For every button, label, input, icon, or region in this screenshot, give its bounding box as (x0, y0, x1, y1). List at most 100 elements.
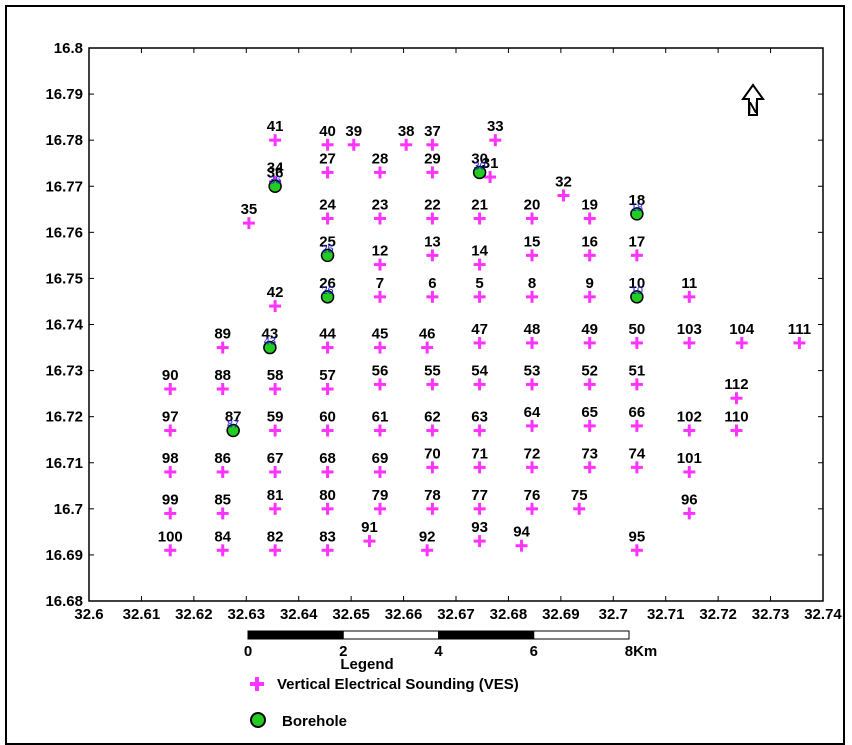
ves-label: 68 (319, 450, 336, 467)
y-tick-label: 16.78 (45, 132, 83, 149)
ves-plus-v (221, 465, 225, 478)
borehole-circle (630, 207, 644, 221)
ves-label: 31 (482, 155, 499, 172)
ves-point: 80 (319, 487, 336, 515)
ves-label: 50 (629, 321, 646, 338)
ves-plus-v (588, 419, 592, 432)
borehole-sub-label: 43 (264, 336, 276, 348)
ves-plus-v (635, 336, 639, 349)
ves-point: 6 (426, 275, 439, 303)
borehole-label: 10 (629, 275, 646, 292)
ves-plus-v (378, 465, 382, 478)
borehole-circle (263, 340, 277, 355)
ves-label: 6 (428, 275, 436, 292)
ves-label: 39 (345, 123, 362, 140)
ves-label: 15 (524, 233, 541, 250)
x-tick-label: 32.68 (490, 606, 528, 623)
ves-plus-v (168, 383, 172, 396)
ves-point: 24 (319, 197, 337, 225)
borehole-circle (320, 248, 335, 263)
ves-point: 27 (319, 150, 336, 179)
ves-plus-v (326, 465, 330, 478)
ves-point: 58 (267, 367, 283, 396)
y-tick-label: 16.73 (45, 363, 83, 380)
ves-point: 59 (267, 408, 283, 437)
ves-point: 104 (729, 321, 755, 349)
ves-label: 54 (471, 362, 488, 379)
ves-point: 14 (471, 243, 489, 271)
ves-label: 72 (524, 445, 541, 462)
ves-label: 40 (319, 123, 336, 140)
ves-point: 111 (788, 321, 811, 349)
ves-label: 112 (724, 376, 748, 393)
ves-plus-v (221, 341, 225, 354)
ves-label: 45 (372, 326, 389, 343)
ves-label: 62 (424, 408, 441, 425)
ves-point: 66 (629, 404, 645, 432)
ves-plus-v (168, 544, 172, 557)
ves-point: 112 (724, 376, 749, 405)
ves-point: 67 (267, 450, 283, 478)
ves-point: 49 (581, 321, 598, 349)
legend: Legend Vertical Electrical Sounding (VES… (250, 656, 519, 730)
ves-plus-v (635, 249, 639, 262)
ves-plus-v (378, 290, 382, 303)
ves-point: 50 (629, 321, 646, 349)
ves-label: 75 (571, 487, 588, 504)
ves-point: 78 (424, 487, 441, 515)
x-tick-label: 32.61 (123, 606, 161, 623)
borehole-circle (320, 290, 335, 304)
ves-label: 65 (581, 404, 598, 421)
ves-label: 55 (424, 362, 441, 379)
borehole-circle (472, 165, 487, 180)
ves-point: 62 (424, 408, 441, 437)
ves-plus-v (352, 138, 356, 151)
ves-plus-v (273, 544, 277, 557)
ves-plus-v (221, 507, 225, 520)
ves-point: 95 (629, 528, 645, 557)
scale-bar-segment (533, 630, 630, 640)
north-arrow-label: N (747, 100, 759, 117)
ves-label: 80 (319, 487, 336, 504)
map-points: 41 40 39 38 37 33 34 27 28 29 31 32 35 24 23 22 21 20 19 12… (158, 118, 811, 557)
ves-point: 79 (372, 487, 388, 515)
ves-point: 100 (158, 528, 183, 557)
ves-plus-v (797, 336, 801, 349)
ves-plus-v (430, 290, 434, 303)
ves-point: 93 (471, 519, 488, 548)
ves-plus-v (687, 507, 691, 520)
ves-label: 48 (524, 321, 541, 338)
ves-label: 98 (162, 450, 179, 467)
location-map: 32.6 32.61 32.62 32.63 32.64 32.65 32.66 32.67 3… (45, 40, 842, 730)
ves-label: 35 (241, 201, 258, 218)
ves-point: 23 (372, 197, 388, 225)
ves-plus-v (430, 138, 434, 151)
scale-bar-label: 8Km (625, 643, 658, 660)
ves-point: 71 (471, 445, 488, 474)
ves-label: 14 (471, 243, 488, 260)
ves-plus-v (493, 134, 497, 147)
ves-label: 101 (677, 450, 702, 467)
ves-plus-v (530, 290, 534, 303)
ves-point: 56 (372, 362, 388, 391)
ves-point: 41 (267, 118, 283, 147)
ves-point: 5 (473, 275, 486, 303)
ves-plus-v (520, 539, 524, 552)
ves-plus-v (478, 290, 482, 303)
ves-plus-v (221, 383, 225, 396)
y-tick-label: 16.72 (45, 409, 83, 426)
ves-plus-v (430, 249, 434, 262)
ves-plus-v (478, 502, 482, 515)
ves-plus-v (478, 535, 482, 548)
ves-label: 28 (372, 150, 389, 167)
ves-point: 92 (419, 528, 436, 557)
x-tick-label: 32.73 (752, 606, 790, 623)
y-tick-label: 16.68 (45, 593, 83, 610)
ves-label: 96 (681, 491, 698, 508)
ves-plus-v (588, 290, 592, 303)
ves-point: 57 (319, 367, 336, 396)
legend-plus-icon (250, 677, 264, 691)
ves-plus-v (326, 138, 330, 151)
